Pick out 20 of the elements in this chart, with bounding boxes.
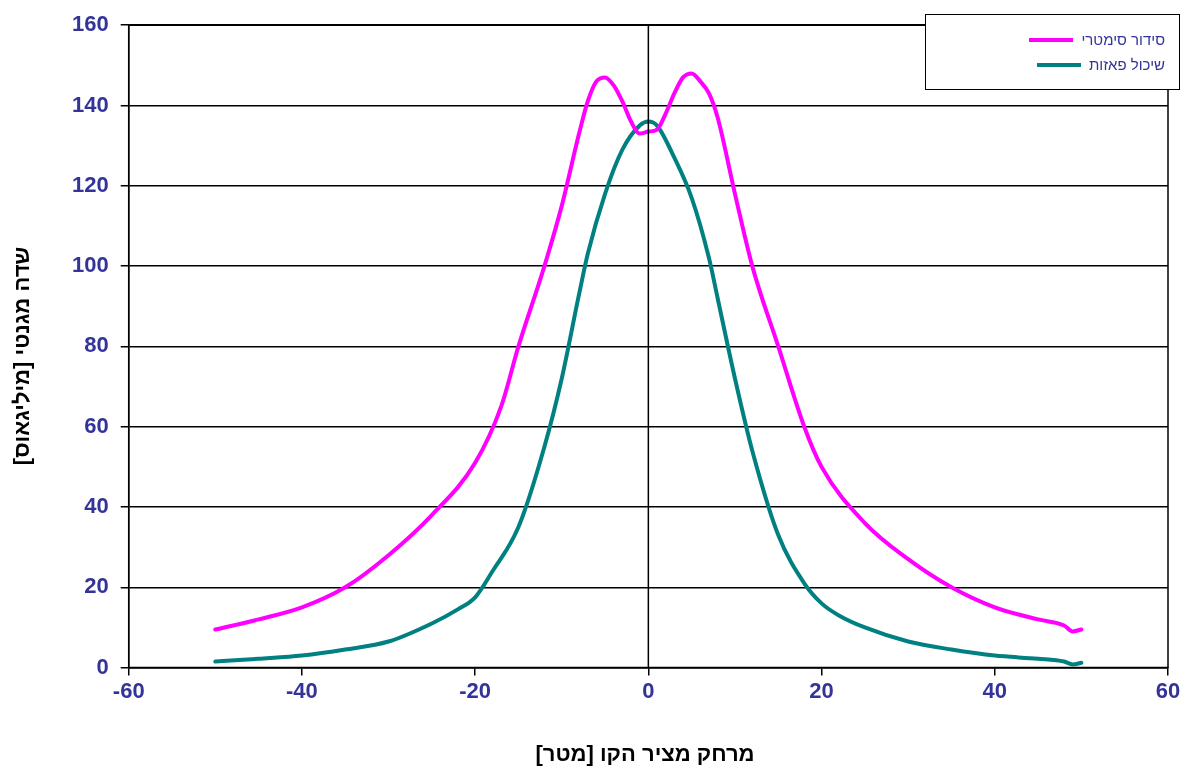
legend-label: שיכול פאזות [1088, 56, 1165, 73]
y-tick-label: 0 [96, 653, 109, 679]
x-tick-label: 60 [1155, 677, 1181, 703]
y-tick-label: 120 [71, 171, 109, 197]
x-tick-label: 20 [809, 677, 834, 703]
y-tick-label: 140 [71, 91, 109, 117]
y-tick-label: 80 [84, 332, 109, 358]
x-tick-label: -20 [459, 677, 492, 703]
x-tick-label: -60 [112, 677, 145, 703]
x-axis-title: מרחק מציר הקו [מטר] [535, 741, 755, 766]
x-tick-label: 40 [982, 677, 1008, 703]
y-tick-label: 160 [71, 11, 109, 37]
y-tick-label: 100 [71, 252, 109, 278]
x-tick-label: 0 [642, 677, 655, 703]
legend-label: סידור סימטרי [1081, 31, 1165, 48]
y-tick-label: 20 [84, 573, 109, 599]
y-tick-label: 60 [84, 412, 109, 438]
y-tick-label: 40 [84, 493, 109, 519]
x-tick-label: -40 [286, 677, 318, 703]
y-axis-title: שדה מגנטי [מיליגאוס] [9, 246, 35, 465]
